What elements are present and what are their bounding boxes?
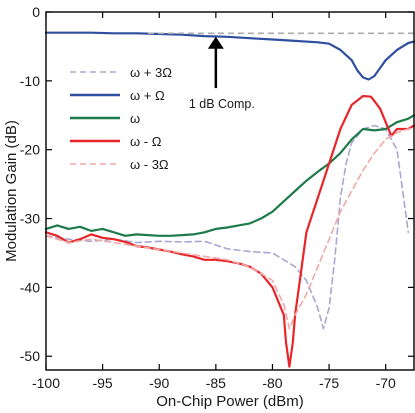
series-line-1 — [45, 124, 410, 330]
x-tick-label: -90 — [149, 375, 169, 391]
legend-label-4: ω - Ω — [130, 134, 162, 149]
plot-frame — [45, 11, 415, 371]
series-line-5 — [45, 126, 415, 330]
series-line-3 — [44, 114, 415, 237]
legend-label-3: ω — [130, 111, 140, 126]
series-line-4 — [44, 94, 415, 368]
plot-area: -100 -95 -90 -85 -80 -75 -70 0 -10 -20 -30 -40 -50 — [20, 4, 415, 391]
x-axis-title: On-Chip Power (dBm) — [156, 393, 304, 410]
legend-label-1: ω + 3Ω — [130, 65, 172, 80]
y-tick-label: -50 — [20, 348, 40, 364]
x-tick-label: -70 — [376, 375, 396, 391]
legend-label-5: ω - 3Ω — [130, 157, 169, 172]
x-tick-label: -95 — [92, 375, 112, 391]
y-tick-label: -40 — [20, 279, 40, 295]
legend: ω + 3Ω ω + Ω ω ω - Ω ω - 3Ω — [70, 65, 172, 172]
x-tick-label: -75 — [319, 375, 339, 391]
y-tick-label: -20 — [20, 142, 40, 158]
y-tick-label: -10 — [20, 73, 40, 89]
y-axis-title: Modulation Gain (dB) — [3, 120, 20, 262]
y-tick-label: 0 — [32, 4, 40, 20]
series-line-2 — [44, 31, 415, 81]
legend-label-2: ω + Ω — [130, 88, 165, 103]
series-layer — [44, 31, 415, 368]
x-tick-label: -85 — [206, 375, 226, 391]
annotation-arrow — [207, 36, 224, 49]
tick-layer: -100 -95 -90 -85 -80 -75 -70 0 -10 -20 -30 -40 -50 — [20, 4, 414, 391]
x-tick-label: -80 — [262, 375, 282, 391]
y-tick-label: -30 — [20, 211, 40, 227]
annotation-label: 1 dB Comp. — [189, 97, 255, 111]
annotation: 1 dB Comp. — [189, 36, 255, 111]
x-tick-label: -100 — [32, 375, 60, 391]
